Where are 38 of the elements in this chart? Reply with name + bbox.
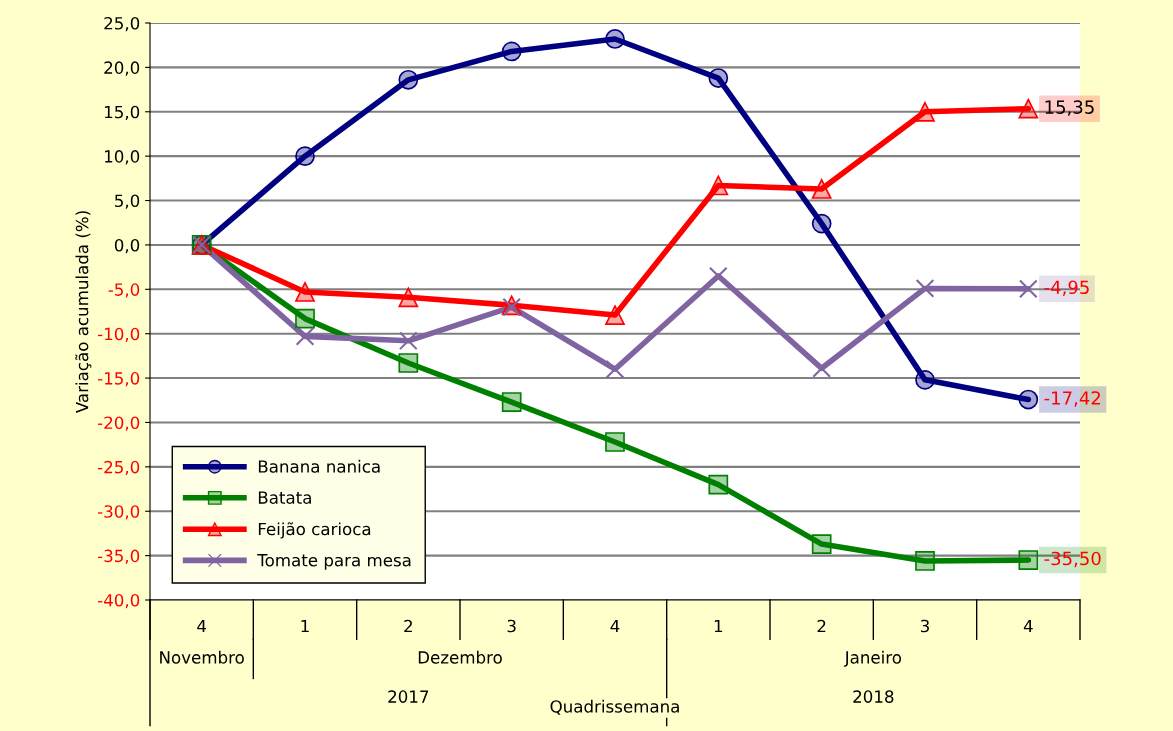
legend-label: Batata <box>258 491 311 504</box>
y-tick-label: -20,0 <box>97 416 140 431</box>
text: 2018 <box>853 690 894 703</box>
data-label: 15,35 <box>1045 100 1094 116</box>
legend-label: Feijão carioca <box>258 522 371 539</box>
y-tick-label: -10,0 <box>97 327 140 342</box>
y-tick-label: 20,0 <box>104 61 140 76</box>
x-tick-label: 4 <box>197 619 207 633</box>
y-tick-label: 5,0 <box>115 194 140 209</box>
y-tick-label: -35,0 <box>97 549 140 564</box>
x-tick-label: 4 <box>610 619 620 633</box>
x-tick-label: 4 <box>1023 619 1033 633</box>
y-tick-label: 10,0 <box>105 150 140 165</box>
text: Dezembro <box>418 650 502 664</box>
x-tick-label: 2 <box>404 619 412 633</box>
y-tick-label: 25,0 <box>104 16 140 32</box>
legend-label: Tomate para mesa <box>257 554 411 570</box>
x-tick-label: 1 <box>714 619 723 633</box>
y-tick-label: 15,0 <box>105 105 140 121</box>
data-label: -4,95 <box>1044 280 1089 296</box>
legend-label: Banana nanica <box>258 459 380 473</box>
x-tick-label: 1 <box>301 619 309 633</box>
text: Janeiro <box>843 650 902 667</box>
x-tick-label: 3 <box>507 619 516 633</box>
x-tick-label: 3 <box>920 619 929 633</box>
text: Novembro <box>160 650 244 664</box>
y-axis-title: Variação acumulada (%) <box>75 211 92 414</box>
y-tick-label: -25,0 <box>97 460 140 476</box>
x-axis-title: Quadrissemana <box>550 699 679 715</box>
y-tick-label: -15,0 <box>97 372 140 387</box>
x-tick-label: 2 <box>817 619 826 633</box>
y-tick-label: 0,0 <box>114 238 140 254</box>
text: 2017 <box>388 690 429 703</box>
y-tick-label: -40,0 <box>97 593 140 609</box>
data-label: -17,42 <box>1044 391 1101 407</box>
data-label: -35,50 <box>1044 551 1101 568</box>
y-tick-label: -5,0 <box>108 283 140 298</box>
y-tick-label: -30,0 <box>97 505 140 520</box>
